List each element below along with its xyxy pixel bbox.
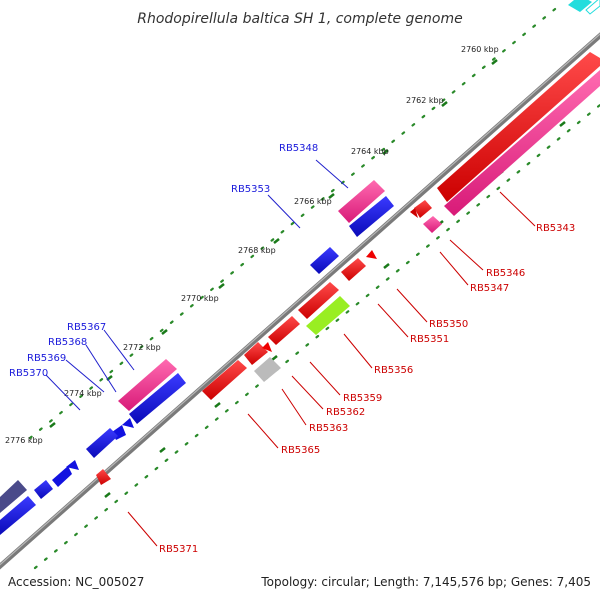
- tick-label: 2760 kbp: [461, 45, 499, 54]
- map-title: Rhodopirellula baltica SH 1, complete ge…: [137, 11, 463, 27]
- gene-label[interactable]: RB5370: [9, 368, 48, 379]
- gene-feature[interactable]: [437, 52, 600, 202]
- gene-feature[interactable]: [66, 460, 79, 470]
- gene-feature[interactable]: [0, 480, 27, 513]
- gene-feature[interactable]: [268, 316, 300, 345]
- gene-feature[interactable]: [444, 70, 600, 216]
- gene-label[interactable]: RB5351: [410, 334, 449, 345]
- gene-feature[interactable]: [96, 469, 111, 485]
- gene-feature[interactable]: [0, 496, 36, 535]
- gene-feature[interactable]: [585, 0, 600, 15]
- gene-feature[interactable]: [414, 200, 432, 218]
- gene-label[interactable]: RB5365: [281, 445, 320, 456]
- gene-feature[interactable]: [202, 360, 247, 400]
- callout-lines: [45, 159, 536, 547]
- forward-strand-features: [96, 0, 600, 485]
- gene-label[interactable]: RB5353: [231, 184, 270, 195]
- genome-summary-text: Topology: circular; Length: 7,145,576 bp…: [260, 575, 591, 589]
- gene-label[interactable]: RB5348: [279, 143, 318, 154]
- gene-label[interactable]: RB5368: [48, 337, 87, 348]
- tick-label: 2764 kbp: [351, 147, 389, 156]
- tick-label: 2770 kbp: [181, 294, 219, 303]
- gene-feature[interactable]: [410, 208, 418, 218]
- gene-label[interactable]: RB5346: [486, 268, 525, 279]
- gene-feature[interactable]: [262, 342, 272, 352]
- gene-feature[interactable]: [310, 247, 339, 274]
- gene-feature[interactable]: [52, 466, 72, 487]
- gene-feature[interactable]: [244, 342, 268, 365]
- gene-feature[interactable]: [34, 480, 53, 499]
- tick-labels: 2760 kbp 2762 kbp 2764 kbp 2766 kbp 2768…: [5, 45, 499, 445]
- gene-feature[interactable]: [298, 282, 339, 319]
- gene-feature[interactable]: [568, 0, 592, 12]
- genome-backbone: [0, 32, 600, 570]
- gene-feature[interactable]: [366, 250, 377, 259]
- tick-label: 2766 kbp: [294, 197, 332, 206]
- gene-label[interactable]: RB5367: [67, 322, 106, 333]
- gene-feature[interactable]: [349, 196, 394, 237]
- gene-feature[interactable]: [118, 359, 177, 411]
- gene-labels: RB5348 RB5353 RB5367 RB5368 RB5369 RB537…: [9, 143, 575, 555]
- gene-label[interactable]: RB5347: [470, 283, 509, 294]
- tick-guides: [28, 3, 600, 570]
- gene-feature[interactable]: [86, 428, 118, 458]
- gene-feature[interactable]: [338, 180, 385, 223]
- gene-label[interactable]: RB5363: [309, 423, 348, 434]
- gene-label[interactable]: RB5343: [536, 223, 575, 234]
- tick-label: 2762 kbp: [406, 96, 444, 105]
- gene-feature[interactable]: [423, 216, 442, 233]
- gene-feature[interactable]: [129, 373, 186, 424]
- gene-label[interactable]: RB5356: [374, 365, 413, 376]
- gene-label[interactable]: RB5350: [429, 319, 468, 330]
- gene-label[interactable]: RB5371: [159, 544, 198, 555]
- gene-label[interactable]: RB5369: [27, 353, 66, 364]
- gene-feature[interactable]: [306, 296, 350, 335]
- accession-text: Accession: NC_005027: [8, 575, 144, 589]
- gene-feature[interactable]: [341, 258, 366, 281]
- gene-feature[interactable]: [122, 418, 134, 428]
- gene-label[interactable]: RB5362: [326, 407, 365, 418]
- tick-label: 2776 kbp: [5, 436, 43, 445]
- tick-label: 2772 kbp: [123, 343, 161, 352]
- gene-label[interactable]: RB5359: [343, 393, 382, 404]
- tick-label: 2768 kbp: [238, 246, 276, 255]
- reverse-strand-features: [0, 180, 394, 535]
- tick-label: 2774 kbp: [64, 389, 102, 398]
- gene-feature[interactable]: [254, 357, 281, 382]
